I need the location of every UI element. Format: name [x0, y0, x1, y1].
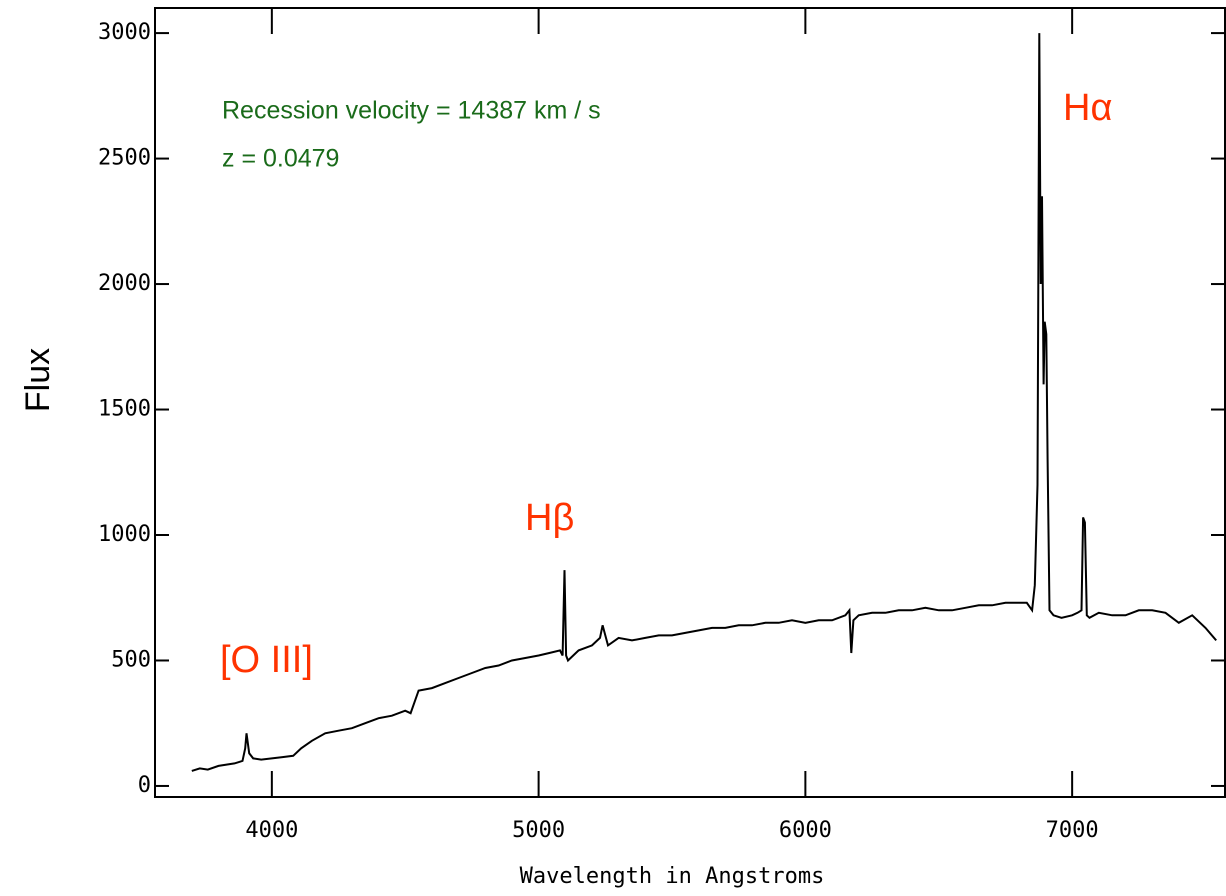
x-tick-label: 5000: [512, 818, 565, 843]
y-tick-label: 0: [138, 773, 151, 798]
y-tick-label: 3000: [98, 20, 151, 45]
x-tick-label: 6000: [779, 818, 832, 843]
spectrum-line: [191, 33, 1217, 772]
x-tick-label: 7000: [1046, 818, 1099, 843]
y-tick-label: 2000: [98, 271, 151, 296]
y-tick-label: 500: [111, 647, 151, 672]
y-tick-label: 1500: [98, 397, 151, 422]
annotation: [O III]: [220, 639, 313, 681]
y-axis-label: Flux: [19, 348, 57, 412]
x-axis-label: Wavelength in Angstroms: [520, 864, 825, 889]
annotation: z = 0.0479: [222, 145, 339, 173]
annotation: Hα: [1063, 87, 1112, 129]
y-tick-label: 1000: [98, 522, 151, 547]
annotation: Recession velocity = 14387 km / s: [222, 97, 601, 125]
x-tick-label: 4000: [245, 818, 298, 843]
plot-frame: [154, 7, 1226, 798]
annotation: Hβ: [525, 497, 574, 539]
y-tick-label: 2500: [98, 146, 151, 171]
